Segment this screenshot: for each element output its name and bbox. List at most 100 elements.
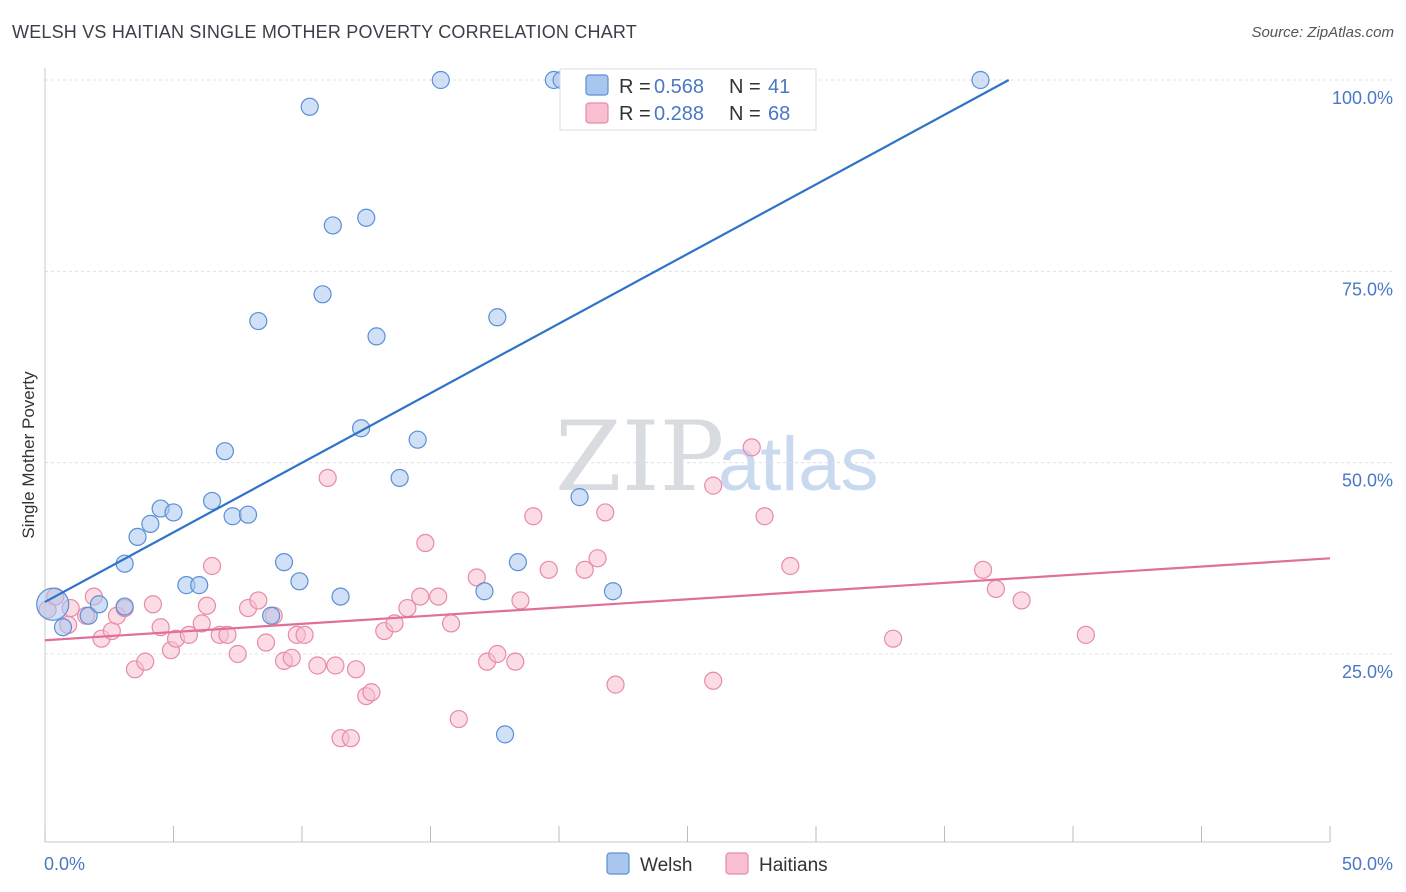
x-tick-label-0: 0.0% xyxy=(44,854,85,874)
point-welsh-29 xyxy=(431,70,450,90)
y-tick-label-2: 75.0% xyxy=(1342,279,1393,299)
point-haitians-51 xyxy=(511,591,530,610)
legend-stats: R = 0.568 N = 41 R = 0.288 N = 68 xyxy=(559,68,817,131)
legend-n-value-welsh: 41 xyxy=(768,76,790,98)
point-haitians-42 xyxy=(411,587,430,606)
point-welsh-17 xyxy=(262,606,281,625)
legend-n-label-welsh: N = xyxy=(729,76,761,98)
point-welsh-23 xyxy=(331,587,350,606)
point-haitians-64 xyxy=(973,560,993,579)
legend-swatch-welsh xyxy=(585,74,609,96)
point-welsh-36 xyxy=(570,488,589,507)
point-haitians-46 xyxy=(449,709,468,729)
point-welsh-26 xyxy=(367,327,386,346)
point-welsh-14 xyxy=(223,507,242,526)
point-haitians-21 xyxy=(218,625,237,644)
point-haitians-13 xyxy=(151,618,170,637)
point-haitians-65 xyxy=(986,579,1006,599)
point-haitians-44 xyxy=(429,587,448,606)
point-haitians-59 xyxy=(704,671,723,690)
legend-series-swatch-welsh xyxy=(606,852,630,875)
point-haitians-35 xyxy=(341,729,360,748)
point-welsh-38 xyxy=(603,582,623,601)
y-tick-label-1: 50.0% xyxy=(1342,471,1393,491)
point-haitians-67 xyxy=(1076,625,1095,644)
legend-series: Welsh Haitians xyxy=(606,852,828,876)
point-haitians-61 xyxy=(755,507,774,526)
point-haitians-58 xyxy=(704,476,723,495)
y-tick-label-0: 25.0% xyxy=(1342,662,1393,682)
series-haitians-points xyxy=(38,438,1095,748)
legend-r-value-haitians: 0.288 xyxy=(654,103,704,125)
legend-n-label-haitians: N = xyxy=(729,103,761,125)
watermark-atlas: atlas xyxy=(718,422,879,507)
watermark: ZIP atlas xyxy=(555,401,879,513)
point-welsh-13 xyxy=(215,442,234,461)
point-welsh-20 xyxy=(300,97,319,116)
point-welsh-11 xyxy=(190,576,209,595)
point-haitians-30 xyxy=(295,625,314,644)
legend-swatch-haitians xyxy=(585,102,609,124)
point-haitians-47 xyxy=(467,568,486,587)
legend-r-value-welsh: 0.568 xyxy=(654,76,704,98)
point-haitians-17 xyxy=(192,614,211,633)
point-welsh-15 xyxy=(238,505,258,524)
legend-series-swatch-haitians xyxy=(725,852,749,875)
point-welsh-28 xyxy=(408,430,427,449)
point-haitians-28 xyxy=(282,648,301,667)
point-welsh-18 xyxy=(274,553,294,572)
point-haitians-43 xyxy=(416,533,435,553)
point-haitians-38 xyxy=(362,683,381,702)
point-welsh-6 xyxy=(128,527,147,547)
point-welsh-27 xyxy=(390,468,409,488)
y-axis-label: Single Mother Poverty xyxy=(19,371,38,539)
point-welsh-22 xyxy=(323,216,342,235)
point-haitians-12 xyxy=(143,595,163,614)
point-haitians-55 xyxy=(588,549,607,568)
point-haitians-63 xyxy=(883,629,903,648)
point-welsh-2 xyxy=(79,606,98,625)
point-haitians-33 xyxy=(326,656,345,675)
point-haitians-18 xyxy=(197,596,217,615)
point-haitians-57 xyxy=(606,675,625,694)
point-welsh-40 xyxy=(971,70,990,90)
chart-title: WELSH VS HAITIAN SINGLE MOTHER POVERTY C… xyxy=(12,22,637,42)
point-haitians-19 xyxy=(202,556,222,576)
point-welsh-21 xyxy=(313,285,332,304)
legend-r-label-welsh: R = xyxy=(619,76,651,98)
point-welsh-4 xyxy=(115,597,134,616)
point-haitians-54 xyxy=(575,560,594,579)
point-haitians-49 xyxy=(488,644,507,664)
trend-line-welsh xyxy=(44,79,1010,603)
point-haitians-36 xyxy=(346,660,366,679)
point-welsh-12 xyxy=(202,491,222,511)
point-welsh-0 xyxy=(36,587,70,621)
point-welsh-7 xyxy=(141,514,160,533)
point-welsh-19 xyxy=(290,572,309,591)
point-welsh-33 xyxy=(508,553,527,572)
point-haitians-25 xyxy=(256,633,276,652)
point-welsh-16 xyxy=(249,311,268,331)
legend-series-name-haitians: Haitians xyxy=(759,855,828,876)
point-haitians-45 xyxy=(441,614,461,633)
point-haitians-56 xyxy=(596,503,615,522)
source-credit: Source: ZipAtlas.com xyxy=(1251,24,1394,41)
legend-r-label-haitians: R = xyxy=(619,103,651,125)
point-haitians-32 xyxy=(318,468,337,488)
point-haitians-66 xyxy=(1012,591,1031,610)
series-welsh-points xyxy=(36,70,990,744)
point-haitians-24 xyxy=(249,591,268,610)
point-haitians-52 xyxy=(524,507,543,526)
point-welsh-3 xyxy=(89,595,109,614)
y-tick-label-3: 100.0% xyxy=(1332,88,1393,108)
point-haitians-31 xyxy=(308,656,327,675)
point-welsh-25 xyxy=(357,208,376,227)
point-welsh-1 xyxy=(53,618,73,637)
legend-n-value-haitians: 68 xyxy=(768,103,790,125)
legend-series-name-welsh: Welsh xyxy=(640,855,692,876)
axes xyxy=(44,68,1331,843)
trend-line-haitians xyxy=(44,557,1331,642)
point-haitians-22 xyxy=(228,644,247,664)
trend-lines xyxy=(44,79,1331,642)
